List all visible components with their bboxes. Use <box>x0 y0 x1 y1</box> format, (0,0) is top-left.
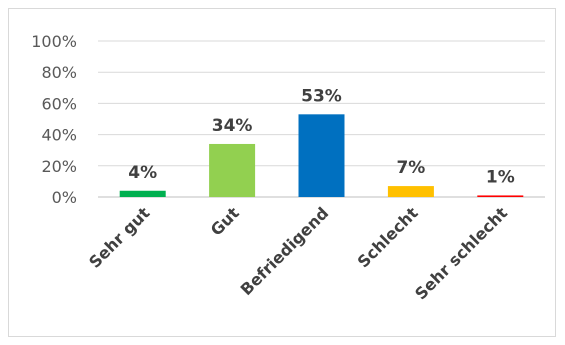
bar-sehr-gut <box>119 190 166 197</box>
bar-befriedigend <box>298 114 345 197</box>
y-tick-label: 0% <box>52 188 77 207</box>
gridlines <box>98 40 545 198</box>
data-label: 7% <box>396 158 425 178</box>
chart-frame <box>8 8 556 337</box>
y-tick-label: 60% <box>41 94 77 113</box>
y-tick-label: 80% <box>41 63 77 82</box>
category-label: Sehr schlecht <box>411 203 511 303</box>
y-tick-label: 100% <box>31 32 77 51</box>
category-label: Gut <box>207 203 243 239</box>
data-label: 34% <box>212 116 253 136</box>
data-labels: 4% 34% 53% 7% 1% <box>128 86 514 187</box>
bar-gut <box>209 143 256 197</box>
y-axis-tick-labels: 0% 20% 40% 60% 80% 100% <box>31 32 77 207</box>
data-label: 1% <box>486 167 515 187</box>
data-label: 4% <box>128 163 157 183</box>
y-tick-label: 20% <box>41 157 77 176</box>
category-label: Schlecht <box>354 203 422 271</box>
data-label: 53% <box>301 86 342 106</box>
bar-schlecht <box>387 186 434 197</box>
y-tick-label: 40% <box>41 126 77 145</box>
category-label: Sehr gut <box>85 203 154 272</box>
bar-sehr-schlecht <box>477 195 524 197</box>
bars <box>119 114 524 197</box>
category-label: Befriedigend <box>237 203 333 299</box>
